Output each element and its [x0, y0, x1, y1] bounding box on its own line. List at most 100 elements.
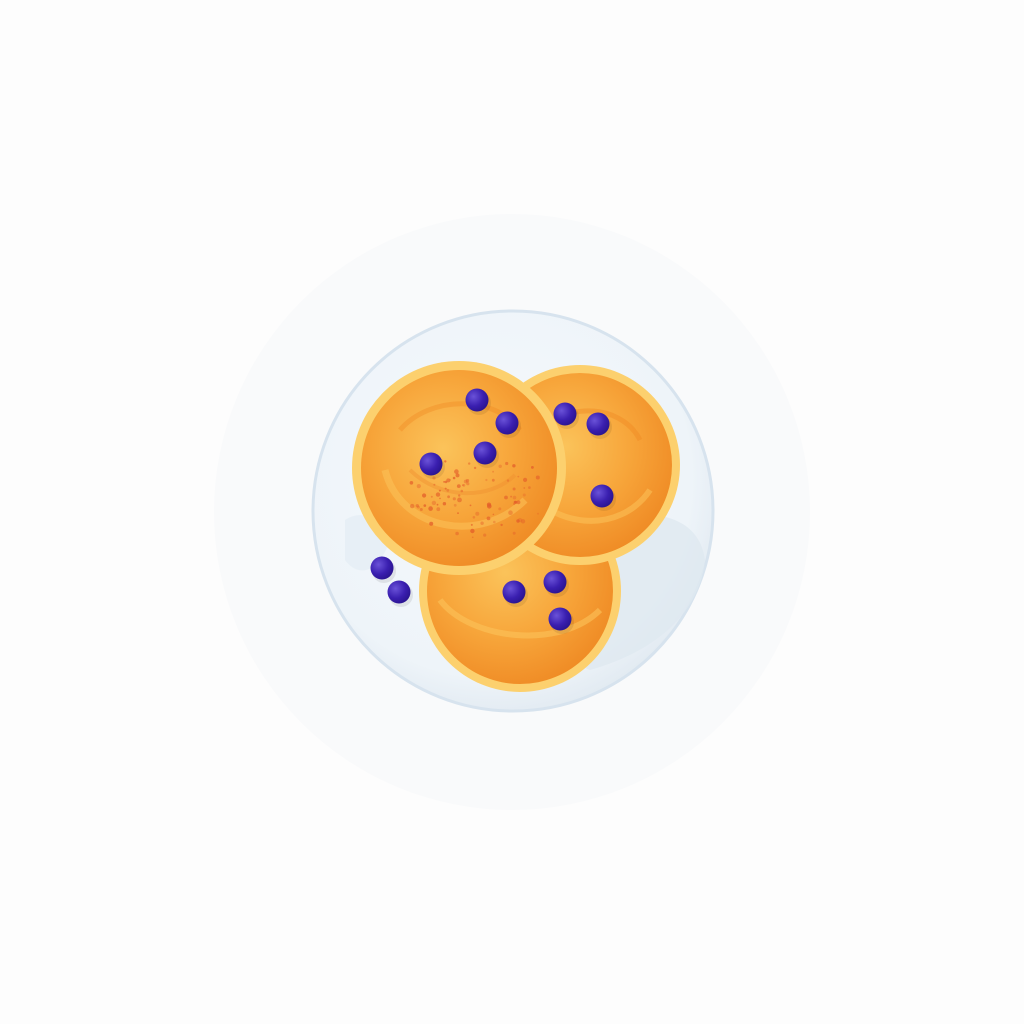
speckle — [470, 523, 473, 526]
blueberry — [387, 580, 411, 604]
speckle — [431, 500, 437, 506]
speckle — [470, 528, 475, 534]
speckle — [419, 508, 423, 511]
speckle — [462, 483, 466, 487]
speckle — [436, 507, 441, 512]
speckle — [500, 523, 503, 527]
speckle — [512, 464, 516, 468]
blueberry — [543, 570, 567, 594]
speckle — [513, 500, 517, 504]
speckle — [455, 473, 460, 478]
blueberry — [553, 402, 577, 426]
speckle — [469, 504, 472, 507]
speckle — [442, 502, 447, 506]
speckle — [486, 502, 492, 507]
speckle — [516, 519, 520, 523]
speckle — [457, 512, 459, 514]
speckle — [444, 460, 447, 463]
speckle — [444, 487, 447, 490]
speckle — [512, 531, 516, 535]
speckle — [455, 531, 459, 536]
speckle — [483, 533, 487, 537]
speckle — [423, 504, 427, 507]
speckle — [471, 536, 474, 539]
speckle — [447, 495, 450, 499]
speckle — [485, 478, 488, 482]
speckle — [535, 475, 540, 480]
speckle — [473, 466, 477, 470]
speckle — [512, 487, 516, 491]
speckle — [531, 466, 534, 469]
speckle — [505, 461, 509, 466]
speckle — [523, 487, 526, 489]
speckle — [428, 506, 433, 511]
speckle — [410, 503, 415, 509]
pancake-speckles — [409, 460, 540, 539]
speckle — [458, 494, 461, 497]
speckle — [516, 500, 521, 505]
speckle — [491, 478, 495, 482]
speckle — [456, 484, 461, 488]
speckle — [468, 462, 471, 465]
speckle — [465, 479, 470, 483]
speckle — [498, 507, 502, 511]
speckle — [446, 489, 450, 492]
speckle — [415, 504, 419, 508]
speckle — [523, 477, 528, 482]
speckle — [457, 497, 462, 503]
speckle — [517, 475, 520, 478]
speckle — [498, 464, 502, 468]
speckle — [462, 484, 464, 487]
blueberry — [495, 411, 519, 435]
speckle — [508, 510, 513, 515]
speckle — [463, 479, 468, 484]
speckle — [528, 486, 531, 489]
speckle — [466, 482, 470, 486]
speckle — [436, 503, 439, 506]
speckle — [510, 495, 513, 498]
speckle — [486, 516, 491, 521]
blueberry — [586, 412, 610, 436]
speckle — [520, 519, 526, 524]
speckle — [432, 476, 436, 480]
speckle — [422, 493, 427, 498]
speckle — [460, 489, 464, 493]
speckle — [492, 470, 494, 473]
pancake-left — [352, 361, 566, 575]
speckle — [417, 505, 420, 509]
speckle — [480, 521, 484, 525]
speckle — [433, 483, 436, 486]
speckle — [492, 513, 495, 516]
speckle — [452, 476, 456, 480]
speckle — [449, 479, 452, 481]
speckle — [504, 495, 508, 500]
speckle — [409, 481, 414, 485]
speckle — [443, 481, 445, 483]
speckle — [430, 495, 433, 498]
speckle — [537, 512, 539, 515]
speckle — [446, 478, 451, 483]
blueberry — [370, 556, 394, 580]
blueberry — [465, 388, 489, 412]
speckle — [522, 493, 526, 497]
blueberry — [590, 484, 614, 508]
speckle — [439, 497, 441, 500]
speckle — [512, 495, 517, 500]
speckle — [438, 489, 441, 492]
speckle — [454, 469, 459, 474]
blueberry — [548, 607, 572, 631]
speckle — [506, 479, 510, 482]
blueberry — [502, 580, 526, 604]
blueberry — [473, 441, 497, 465]
speckle — [416, 484, 421, 489]
speckle — [435, 492, 441, 497]
blueberries — [370, 388, 616, 634]
speckle — [453, 503, 457, 507]
speckle — [429, 521, 434, 526]
speckle — [493, 520, 496, 524]
speckle — [452, 497, 456, 501]
blueberry — [419, 452, 443, 476]
speckle — [475, 511, 480, 516]
